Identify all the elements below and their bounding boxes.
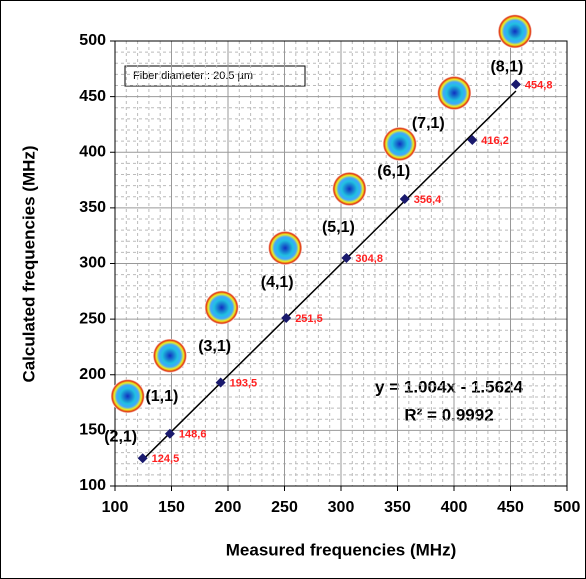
plot-border [114,40,568,487]
point [137,453,148,464]
point-label: (2,1) [104,428,137,445]
x-tick-label: 350 [384,499,411,516]
value-label: 356,4 [414,194,442,206]
equation: y = 1.004x - 1.5624 [375,377,523,396]
point-label: (1,1) [145,388,178,405]
point [215,377,226,388]
y-tick-label: 450 [79,88,106,105]
y-tick-label: 300 [79,255,106,272]
x-axis-title: Measured frequencies (MHz) [226,540,457,559]
mode-image [110,379,145,414]
value-label: 251,5 [295,313,323,325]
x-tick-label: 300 [328,499,355,516]
value-label: 454,8 [525,79,553,91]
mode-image [204,290,239,325]
x-tick-label: 400 [441,499,468,516]
point-label: (3,1) [198,338,231,355]
point-label: (5,1) [322,219,355,236]
y-tick-label: 350 [79,199,106,216]
annotation-box [124,65,306,87]
point [510,79,521,90]
x-tick-label: 450 [497,499,524,516]
mode-image [268,231,303,266]
mode-image [152,338,187,373]
mode-image [497,14,532,49]
y-axis-title: Calculated frequencies (MHz) [19,145,38,382]
mode-image [382,126,417,161]
point-label: (4,1) [261,274,294,291]
x-tick-label: 150 [158,499,185,516]
x-tick-label: 100 [102,499,129,516]
x-tick-label: 200 [215,499,242,516]
y-tick-label: 400 [79,143,106,160]
point-label: (7,1) [412,115,445,132]
x-tick-label: 500 [554,499,581,516]
annotation: Fiber diameter : 20.5 µm [133,70,253,82]
y-tick-label: 500 [79,32,106,49]
y-tick-label: 200 [79,366,106,383]
point [399,193,410,204]
y-tick-label: 100 [79,477,106,494]
value-label: 416,2 [481,135,509,147]
y-tick-label: 150 [79,422,106,439]
mode-image [437,76,472,111]
value-label: 124,5 [152,453,180,465]
point [281,313,292,324]
trendline [142,90,517,461]
point-label: (6,1) [377,163,410,180]
mode-image [332,171,367,206]
value-label: 304,8 [355,253,383,265]
point [341,252,352,263]
y-tick-label: 250 [79,310,106,327]
value-label: 193,5 [230,377,258,389]
value-label: 148,6 [179,429,207,441]
point-label: (8,1) [490,59,523,76]
x-tick-label: 250 [271,499,298,516]
point [164,428,175,439]
point [467,135,478,146]
